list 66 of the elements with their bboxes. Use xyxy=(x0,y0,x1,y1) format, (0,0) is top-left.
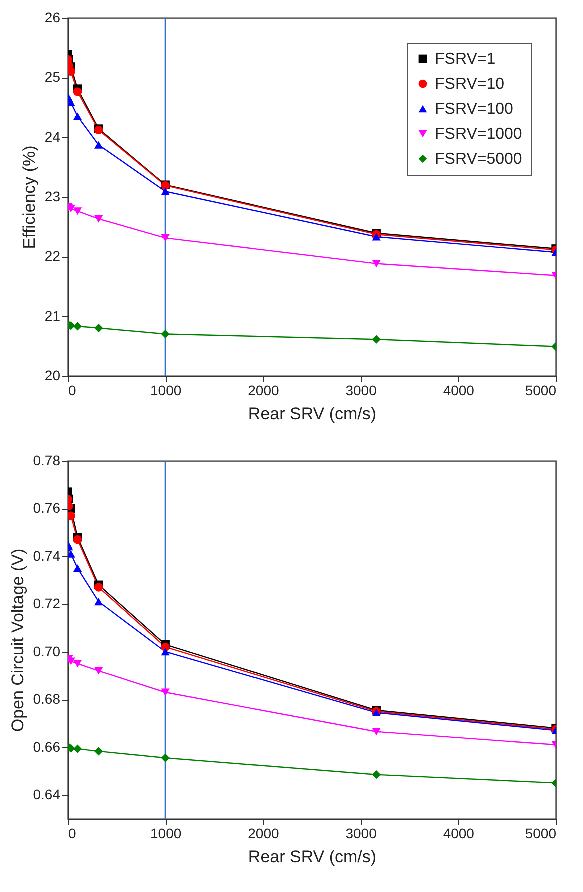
y-tick-label: 25 xyxy=(44,69,61,86)
x-axis-title: Rear SRV (cm/s) xyxy=(248,404,377,424)
x-tick-label: 3000 xyxy=(346,382,378,398)
point xyxy=(94,747,104,756)
point xyxy=(94,141,104,149)
point xyxy=(372,728,381,736)
x-tick-label: 3000 xyxy=(346,826,378,842)
y-axis-title: Open Circuit Voltage (V) xyxy=(8,548,28,732)
y-tick-label: 22 xyxy=(44,248,61,264)
point xyxy=(73,112,82,120)
y-tick-label: 23 xyxy=(44,188,61,204)
point xyxy=(73,208,82,216)
y-tick-label: 26 xyxy=(44,10,61,26)
y-tick-label: 21 xyxy=(44,308,61,324)
point xyxy=(372,335,381,344)
y-tick-label: 0.78 xyxy=(33,452,61,468)
point xyxy=(372,260,381,268)
y-tick-label: 0.70 xyxy=(33,643,61,660)
y-tick-label: 0.76 xyxy=(33,500,61,516)
y-tick-label: 24 xyxy=(44,128,61,145)
y-axis-title: Efficiency (%) xyxy=(20,146,39,250)
x-tick-label: 4000 xyxy=(443,382,475,398)
y-tick-label: 0.74 xyxy=(33,548,61,564)
point xyxy=(73,564,82,572)
legend-label: FSRV=1000 xyxy=(435,126,522,143)
point xyxy=(161,648,170,656)
point xyxy=(73,744,82,754)
y-tick-label: 0.64 xyxy=(33,786,61,803)
legend-label: FSRV=10 xyxy=(435,76,505,93)
point xyxy=(68,512,76,520)
point xyxy=(68,550,76,558)
point xyxy=(372,233,381,241)
point xyxy=(73,660,82,668)
point xyxy=(161,754,170,762)
x-tick-label: 1000 xyxy=(150,382,182,398)
point xyxy=(68,67,76,76)
point xyxy=(94,598,104,606)
legend-label: FSRV=5000 xyxy=(435,151,522,168)
x-tick-label: 4000 xyxy=(443,826,475,842)
y-tick-label: 0.72 xyxy=(33,596,61,612)
point xyxy=(68,658,76,666)
x-tick-label: 1000 xyxy=(150,826,182,842)
x-tick-label: 0 xyxy=(68,382,76,398)
point xyxy=(94,215,104,223)
point xyxy=(372,770,381,780)
point xyxy=(94,667,104,675)
y-tick-label: 20 xyxy=(44,368,61,384)
legend-label: FSRV=1 xyxy=(435,51,496,68)
point xyxy=(161,688,170,696)
point xyxy=(94,583,104,592)
point xyxy=(73,535,82,544)
x-tick-label: 5000 xyxy=(525,382,557,398)
legend-label: FSRV=100 xyxy=(435,101,514,118)
point xyxy=(161,234,170,242)
x-tick-label: 2000 xyxy=(248,382,280,398)
y-tick-label: 0.66 xyxy=(33,738,61,755)
x-tick-label: 0 xyxy=(68,826,76,842)
x-tick-label: 2000 xyxy=(248,826,280,842)
x-tick-label: 5000 xyxy=(525,826,557,842)
y-tick-label: 0.68 xyxy=(33,691,61,708)
point xyxy=(161,330,170,339)
x-axis-title: Rear SRV (cm/s) xyxy=(248,848,377,866)
point xyxy=(94,324,104,333)
point xyxy=(161,188,170,196)
point xyxy=(73,322,82,331)
point xyxy=(73,88,82,96)
